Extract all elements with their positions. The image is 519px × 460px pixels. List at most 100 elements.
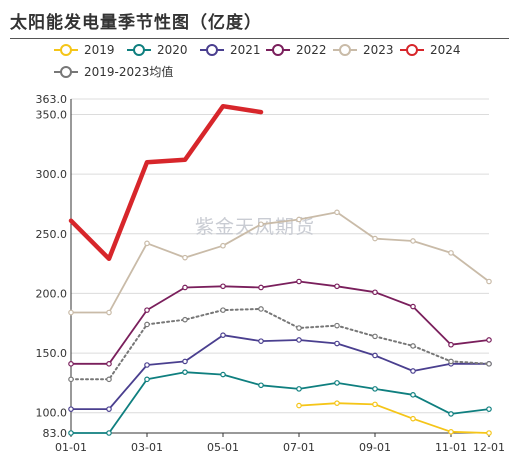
series-line-2024 (68, 103, 264, 262)
data-point (182, 284, 188, 291)
data-point (486, 406, 492, 412)
data-point (372, 289, 378, 296)
data-point (144, 321, 150, 328)
data-point (296, 216, 302, 223)
series-2019-2023 (68, 306, 492, 383)
legend-label: 2024 (430, 43, 461, 57)
legend-swatch-marker (60, 66, 72, 78)
data-point (220, 242, 226, 249)
legend-item-2019: 2019 (54, 43, 115, 57)
data-point (68, 406, 74, 412)
legend-item-2022: 2022 (266, 43, 327, 57)
data-point (486, 278, 492, 285)
legend-label: 2019-2023均值 (84, 64, 173, 79)
data-point (334, 283, 340, 290)
y-tick-label: 300.0 (36, 168, 68, 181)
data-point (106, 430, 112, 436)
legend-swatch-marker (406, 44, 418, 56)
legend-swatch-marker (339, 44, 351, 56)
data-point (410, 238, 416, 244)
data-point (182, 254, 188, 261)
series-line-2020 (70, 371, 490, 434)
data-point (258, 284, 264, 291)
data-point (296, 337, 302, 343)
data-point (68, 309, 74, 316)
data-point (296, 402, 302, 409)
data-point (410, 343, 416, 349)
y-tick-label: 350.0 (36, 109, 68, 122)
data-point (334, 400, 340, 406)
data-point (68, 376, 74, 383)
data-point (258, 382, 264, 389)
series-line-2023 (70, 211, 490, 314)
x-tick-label: 07-01 (283, 441, 315, 454)
data-point (106, 406, 112, 412)
data-point (334, 322, 340, 329)
data-point (106, 361, 112, 367)
legend-item-2021: 2021 (200, 43, 261, 57)
data-point (182, 358, 188, 365)
data-point (144, 307, 150, 313)
data-point (106, 309, 112, 316)
series-2023 (68, 209, 492, 316)
series-group (68, 103, 492, 436)
data-point (144, 362, 150, 368)
legend-swatch-marker (60, 44, 72, 56)
data-point (372, 386, 378, 392)
legend-label: 2023 (363, 43, 394, 57)
data-point (258, 338, 264, 344)
x-tick-label: 05-01 (207, 441, 239, 454)
data-point (334, 380, 340, 386)
data-point (258, 221, 264, 228)
chart-title: 太阳能发电量季节性图（亿度） (10, 13, 262, 33)
data-point (410, 415, 416, 422)
legend-item-2024: 2024 (400, 43, 461, 57)
data-point (448, 341, 454, 348)
legend-label: 2019 (84, 43, 115, 57)
y-tick-label: 83.0 (43, 427, 68, 440)
y-tick-label: 100.0 (36, 407, 68, 420)
data-point (296, 386, 302, 392)
data-point (486, 430, 492, 436)
legend-swatch-marker (133, 44, 145, 56)
title-divider (10, 38, 509, 39)
data-point (334, 209, 340, 216)
legend-item-2023: 2023 (333, 43, 394, 57)
legend-label: 2022 (296, 43, 327, 57)
data-point (144, 240, 150, 247)
y-tick-label: 200.0 (36, 287, 68, 300)
y-tick-label: 150.0 (36, 347, 68, 360)
data-point (220, 307, 226, 313)
data-point (372, 352, 378, 359)
legend-label: 2021 (230, 43, 261, 57)
data-point (410, 368, 416, 374)
series-2024 (68, 103, 264, 262)
data-point (182, 369, 188, 375)
data-point (220, 332, 226, 338)
data-point (106, 376, 112, 383)
data-point (372, 401, 378, 408)
data-point (334, 340, 340, 347)
data-point (486, 361, 492, 367)
x-tick-label: 01-01 (55, 441, 87, 454)
series-line-2022 (70, 280, 490, 365)
axes: 83.0 100.0 150.0 200.0 250.0 300.0 350.0 363.0 0… (36, 93, 505, 454)
data-point (448, 411, 454, 417)
data-point (258, 306, 264, 312)
data-point (220, 371, 226, 378)
data-point (68, 361, 74, 367)
y-tick-label: 250.0 (36, 228, 68, 241)
series-2022 (68, 278, 492, 367)
data-point (182, 316, 188, 323)
series-line-2019 (298, 402, 490, 434)
data-point (372, 235, 378, 242)
series-line-2019-2023 (70, 307, 490, 381)
x-tick-label: 09-01 (359, 441, 391, 454)
series-line-2021 (70, 334, 490, 411)
data-point (220, 283, 226, 290)
x-tick-label: 11-01 (435, 441, 467, 454)
x-tick-label: 12-01 (473, 441, 505, 454)
legend-swatch-marker (272, 44, 284, 56)
data-point (410, 303, 416, 310)
